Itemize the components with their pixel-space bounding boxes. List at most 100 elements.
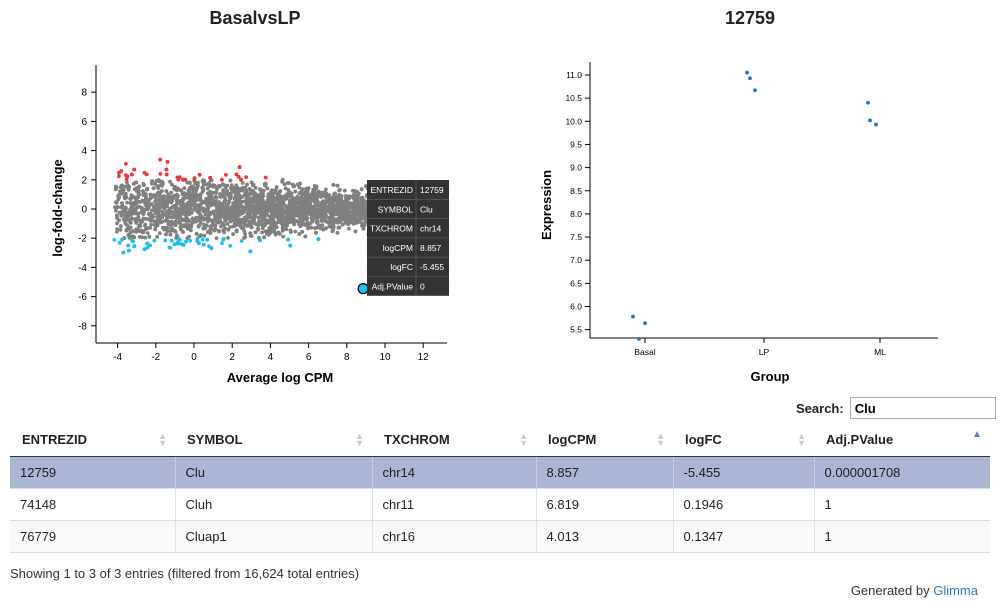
sort-icon[interactable]: ▲ ▼	[355, 431, 364, 448]
ma-point-nonsig	[326, 216, 331, 220]
column-header-logcpm[interactable]: logCPM ▲ ▼	[536, 423, 673, 457]
ma-point-nonsig	[217, 216, 222, 221]
ma-point-nonsig	[224, 203, 229, 208]
ma-point-nonsig	[197, 207, 202, 211]
ma-plot-highlight[interactable]	[357, 283, 369, 295]
ma-point-up	[192, 176, 197, 181]
sort-icon[interactable]: ▲ ▼	[656, 431, 665, 448]
expression-plot-points[interactable]	[631, 70, 878, 341]
ma-point-nonsig	[351, 221, 356, 226]
ma-point-nonsig	[328, 206, 333, 210]
ma-point-nonsig	[172, 222, 177, 227]
ma-point-nonsig	[306, 203, 311, 208]
expr-point	[748, 76, 752, 81]
ma-point-nonsig	[219, 224, 223, 229]
ma-point-nonsig	[220, 211, 224, 215]
ma-point-nonsig	[322, 226, 326, 231]
sort-icon[interactable]: ▲ ▼	[797, 431, 806, 448]
ma-point-nonsig	[138, 235, 142, 239]
ma-point-up	[158, 172, 163, 176]
ma-point-nonsig	[214, 236, 219, 241]
ma-point-nonsig	[313, 201, 318, 206]
ma-point-nonsig	[135, 217, 139, 222]
glimma-link[interactable]: Glimma	[933, 583, 978, 598]
column-header-txchrom[interactable]: TXCHROM ▲ ▼	[372, 423, 536, 457]
sort-icon[interactable]: ▲ ▼	[158, 431, 167, 448]
expr-point	[753, 88, 757, 93]
column-header-logfc[interactable]: logFC ▲ ▼	[673, 423, 814, 457]
ma-point-nonsig	[166, 213, 171, 218]
ma-point-nonsig	[181, 230, 186, 234]
ma-point-nonsig	[298, 210, 302, 215]
ma-point-nonsig	[186, 195, 191, 200]
ma-point-nonsig	[118, 224, 123, 229]
search-input[interactable]	[849, 397, 996, 419]
ma-point-nonsig	[167, 197, 172, 202]
ma-point-nonsig	[136, 191, 141, 196]
ma-point-nonsig	[174, 236, 179, 240]
ma-point-down	[126, 248, 131, 253]
ma-point-nonsig	[150, 179, 155, 184]
ma-point-nonsig	[216, 220, 221, 225]
ma-plot-x-axis-label: Average log CPM	[227, 370, 333, 385]
ma-point-nonsig	[289, 214, 294, 219]
cell-logcpm: 6.819	[536, 488, 674, 521]
ma-point-nonsig	[314, 216, 319, 221]
ma-point-nonsig	[124, 206, 128, 211]
ma-point-nonsig	[167, 207, 172, 211]
expression-plot[interactable]: 11.0 10.5 10.0 9.5 9.0 8.5 8.0 7.5 7.0 6.5 6.0 5.5 B…	[520, 40, 950, 390]
column-header-adj-pvalue[interactable]: Adj.PValue ▲	[814, 423, 990, 457]
ma-y-tick-label: -2	[78, 234, 87, 245]
ma-y-tick-label: 0	[81, 205, 87, 216]
ma-point-nonsig	[153, 181, 157, 186]
ma-point-nonsig	[358, 214, 362, 218]
ma-point-nonsig	[278, 198, 283, 203]
ma-point-nonsig	[117, 195, 121, 200]
ma-point-nonsig	[331, 225, 336, 230]
ma-point-up	[164, 172, 169, 177]
table-row[interactable]: 76779 Cluap1 chr16 4.013 0.1347 1	[10, 520, 990, 553]
ma-point-nonsig	[229, 205, 234, 210]
ma-point-nonsig	[261, 188, 266, 193]
table-row[interactable]: 74148 Cluh chr11 6.819 0.1946 1	[10, 488, 990, 521]
ma-point-nonsig	[175, 201, 179, 206]
ma-point-nonsig	[224, 212, 228, 217]
ma-point-nonsig	[306, 226, 310, 231]
ma-plot[interactable]: -4 -2 0 2 4 6 8 10 12 8 6 4 2 0 -2 -4 -6 -8 ENTREZID 12759…	[0, 40, 470, 390]
ma-point-nonsig	[202, 181, 207, 186]
ma-point-nonsig	[292, 202, 297, 207]
ma-point-nonsig	[189, 223, 194, 227]
ma-point-nonsig	[330, 213, 335, 218]
ma-point-down	[239, 239, 244, 243]
sort-ascending-icon[interactable]: ▲	[972, 429, 982, 440]
tooltip-key: TXCHROM	[370, 224, 413, 234]
ma-point-nonsig	[213, 227, 218, 232]
ma-point-nonsig	[212, 183, 217, 188]
ma-point-nonsig	[325, 208, 330, 213]
ma-point-nonsig	[154, 210, 158, 215]
ma-point-nonsig	[171, 215, 175, 220]
sort-icon[interactable]: ▲ ▼	[519, 431, 528, 448]
ma-point-up	[175, 175, 180, 180]
ma-point-nonsig	[236, 205, 241, 209]
table-row[interactable]: 12759 Clu chr14 8.857 -5.455 0.000001708	[10, 456, 990, 489]
ma-point-nonsig	[311, 187, 316, 192]
ma-point-nonsig	[270, 188, 274, 193]
ma-point-nonsig	[283, 221, 288, 226]
ma-point-nonsig	[120, 191, 125, 195]
ma-point-nonsig	[143, 201, 148, 206]
ma-point-nonsig	[130, 229, 135, 234]
ma-x-tick-label: 6	[306, 352, 312, 363]
ma-point-nonsig	[252, 209, 257, 214]
ma-point-nonsig	[267, 226, 272, 230]
column-header-entrezid[interactable]: ENTREZID ▲ ▼	[10, 423, 175, 457]
column-header-symbol[interactable]: SYMBOL ▲ ▼	[175, 423, 372, 457]
ma-point-nonsig	[280, 178, 285, 182]
ma-point-nonsig	[246, 193, 251, 198]
ma-point-nonsig	[234, 222, 238, 227]
tooltip-key: SYMBOL	[378, 204, 414, 214]
ma-point-nonsig	[304, 189, 309, 194]
ma-point-nonsig	[187, 208, 191, 213]
ma-point-down	[288, 243, 293, 248]
ma-plot-points[interactable]	[112, 157, 382, 255]
